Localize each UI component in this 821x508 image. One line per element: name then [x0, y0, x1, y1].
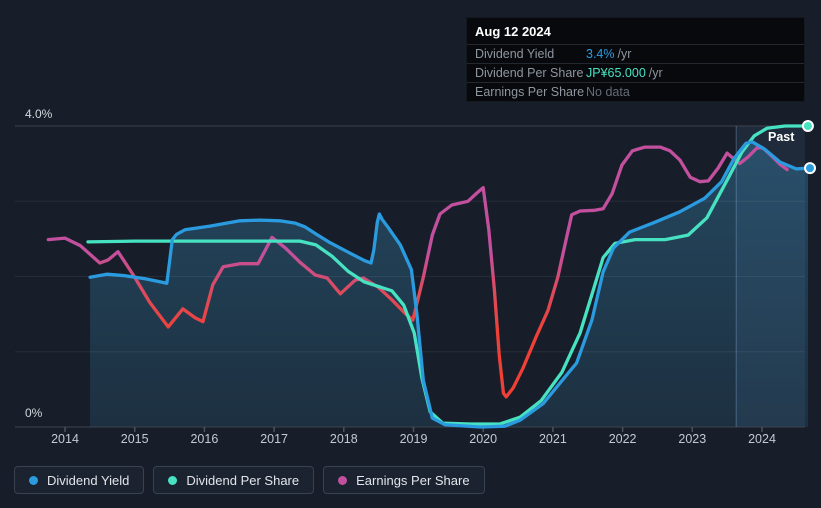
dividend-per-share-line[interactable] [86, 124, 808, 426]
dividend-yield-area [90, 141, 809, 428]
x-axis-label-2023: 2023 [678, 432, 707, 446]
x-axis-label-2018: 2018 [329, 432, 358, 446]
dividend-yield-line[interactable] [88, 140, 810, 429]
tooltip-row-label: Earnings Per Share [475, 85, 585, 99]
x-axis-label-2014: 2014 [51, 432, 79, 446]
tooltip-date: Aug 12 2024 [467, 18, 804, 45]
legend-label: Dividend Per Share [186, 472, 300, 488]
tooltip-row-earnings-per-share: Earnings Per Share No data [467, 83, 804, 101]
x-axis-label-2019: 2019 [399, 432, 428, 446]
dividend-per-share-end-marker [801, 120, 814, 132]
earnings-per-share-line[interactable] [46, 145, 789, 399]
tooltip-row-value: JP¥65.000 [586, 66, 646, 80]
tooltip-row-unit: /yr [648, 66, 663, 80]
tooltip-row-label: Dividend Yield [475, 47, 555, 61]
legend-item-earnings-per-share[interactable]: Earnings Per Share [323, 466, 485, 494]
legend-label: Dividend Yield [47, 472, 130, 488]
legend-item-dividend-yield[interactable]: Dividend Yield [14, 466, 145, 494]
legend-dot-icon [168, 475, 178, 485]
y-axis-label-max: 4.0% [25, 107, 53, 121]
tooltip-row-dividend-per-share: Dividend Per Share JP¥65.000/yr [467, 64, 804, 83]
tooltip-row-dividend-yield: Dividend Yield 3.4%/yr [467, 45, 804, 64]
tooltip-row-unit: /yr [617, 47, 632, 61]
legend-dot-icon [338, 475, 348, 485]
tooltip-row-label: Dividend Per Share [475, 66, 584, 80]
x-axis-label-2016: 2016 [190, 432, 219, 446]
x-axis-label-2015: 2015 [120, 432, 149, 446]
legend-item-dividend-per-share[interactable]: Dividend Per Share [153, 466, 315, 494]
past-region-label: Past [768, 130, 795, 144]
x-axis-label-2017: 2017 [260, 432, 288, 446]
tooltip-row-value: 3.4% [586, 47, 615, 61]
legend-dot-icon [29, 475, 38, 485]
x-axis-label-2022: 2022 [608, 432, 637, 446]
y-axis-label-min: 0% [25, 406, 43, 420]
x-axis-label-2024: 2024 [748, 432, 776, 446]
chart-legend: Dividend Yield Dividend Per Share Earnings… [14, 466, 485, 494]
chart-tooltip: Aug 12 2024 Dividend Yield 3.4%/yr Dividen… [466, 17, 805, 102]
x-axis-label-2021: 2021 [538, 432, 567, 446]
dividend-yield-end-marker [804, 162, 817, 175]
tooltip-row-value: No data [586, 85, 630, 99]
legend-label: Earnings Per Share [356, 472, 470, 488]
x-axis-label-2020: 2020 [469, 432, 498, 446]
